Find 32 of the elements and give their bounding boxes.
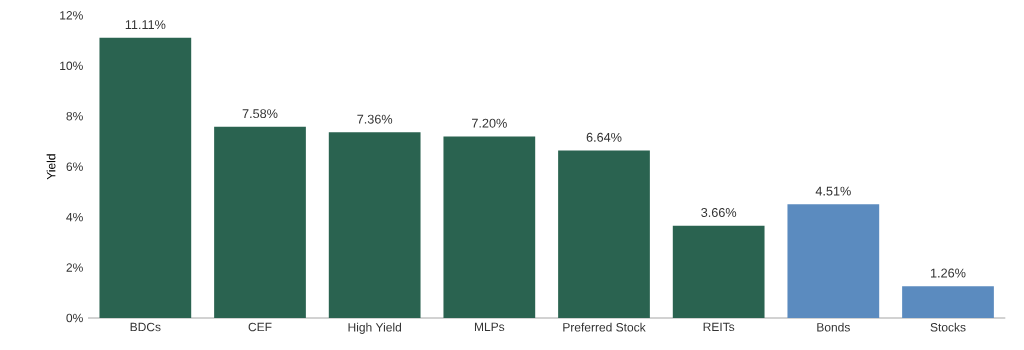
y-tick-label: 6% [66, 162, 83, 171]
bar [328, 132, 421, 318]
x-tick-label: REITs [703, 322, 735, 332]
data-label: 4.51% [815, 186, 851, 196]
data-label: 7.36% [357, 114, 393, 124]
data-label: 1.26% [931, 268, 966, 278]
bar [787, 204, 880, 318]
data-label: 7.58% [242, 109, 278, 119]
data-label: 3.66% [701, 208, 737, 217]
bar [214, 126, 306, 318]
data-label: 7.20% [472, 118, 507, 128]
x-tick-label: Bonds [817, 322, 850, 332]
bar [558, 150, 650, 318]
y-tick-label: 0% [66, 313, 83, 323]
bar [443, 136, 536, 318]
data-label: 11.11% [125, 20, 166, 30]
x-tick-label: High Yield [348, 322, 402, 334]
x-tick-label: BDCs [130, 322, 161, 332]
x-tick-label: Preferred Stock [563, 322, 646, 332]
y-tick-label: 4% [66, 212, 83, 222]
y-axis-title: Yield [46, 154, 56, 180]
data-label: 6.64% [586, 132, 622, 142]
y-tick-label: 10% [60, 61, 83, 71]
y-tick-label: 12% [60, 11, 83, 20]
bar [672, 225, 765, 318]
x-tick-label: Stocks [930, 322, 966, 332]
y-tick-label: 8% [66, 111, 83, 121]
x-tick-label: CEF [248, 322, 272, 332]
bar [902, 286, 994, 318]
y-tick-label: 2% [66, 263, 83, 272]
bar [99, 37, 192, 318]
x-tick-label: MLPs [474, 322, 505, 332]
